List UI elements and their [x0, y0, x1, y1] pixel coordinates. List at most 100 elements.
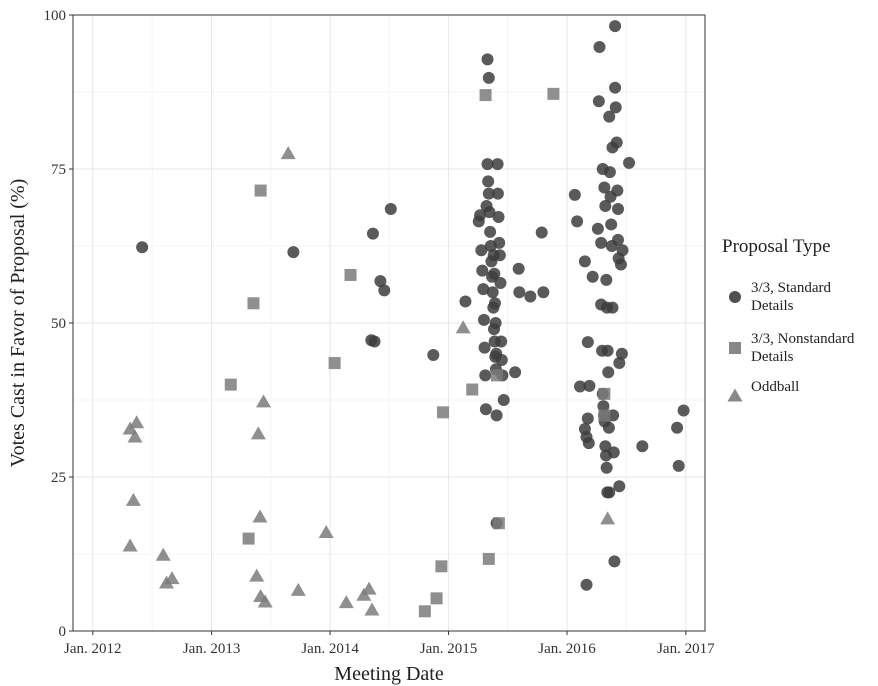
standard-point: [374, 275, 387, 288]
standard-point: [601, 344, 614, 357]
oddball-point: [361, 581, 377, 595]
standard-point: [513, 286, 526, 299]
x-tick-label: Jan. 2017: [657, 641, 715, 657]
nonstandard-point: [479, 89, 492, 102]
standard-point: [610, 136, 623, 149]
standard-point: [481, 53, 494, 66]
oddball-point: [129, 415, 145, 429]
oddball-point: [455, 320, 471, 334]
standard-point: [603, 110, 616, 123]
standard-point: [578, 422, 591, 435]
standard-point: [482, 187, 495, 200]
standard-point: [368, 335, 381, 348]
oddball-point: [155, 547, 171, 561]
legend: Proposal Type 3/3, Standard Details 3/3, N…: [722, 236, 855, 402]
nonstandard-point: [490, 369, 503, 382]
standard-point: [568, 188, 581, 201]
standard-point: [595, 236, 608, 249]
standard-point: [616, 244, 629, 257]
standard-point: [603, 166, 616, 179]
standard-point: [602, 421, 615, 434]
y-axis: 0 25 50 75 100: [44, 8, 73, 640]
standard-point: [490, 409, 503, 422]
data-points: [122, 20, 690, 618]
standard-point: [592, 95, 605, 108]
nonstandard-point: [254, 184, 267, 197]
standard-point: [486, 286, 499, 299]
standard-point: [512, 262, 525, 275]
standard-point: [495, 335, 508, 348]
standard-point: [600, 273, 613, 286]
standard-point: [483, 206, 496, 219]
standard-point: [478, 341, 491, 354]
standard-point: [481, 158, 494, 171]
oddball-point: [127, 429, 143, 443]
nonstandard-point: [344, 268, 357, 281]
standard-point: [623, 156, 636, 169]
y-tick-label: 75: [51, 162, 66, 178]
x-tick-label: Jan. 2016: [538, 641, 596, 657]
standard-point: [614, 258, 627, 271]
standard-point: [636, 440, 649, 453]
standard-point: [583, 379, 596, 392]
oddball-point: [256, 394, 272, 408]
nonstandard-point: [328, 357, 341, 370]
standard-point: [477, 313, 490, 326]
standard-point: [571, 215, 584, 228]
standard-point: [609, 101, 622, 114]
standard-point: [612, 203, 625, 216]
standard-point: [677, 404, 690, 417]
standard-point: [613, 357, 626, 370]
legend-key-standard: [729, 291, 741, 303]
standard-point: [479, 369, 492, 382]
oddball-point: [257, 594, 273, 608]
standard-point: [494, 276, 507, 289]
standard-point: [580, 578, 593, 591]
nonstandard-point: [598, 409, 611, 422]
standard-point: [608, 555, 621, 568]
standard-point: [488, 267, 501, 280]
standard-point: [598, 181, 611, 194]
standard-point: [672, 459, 685, 472]
standard-point: [613, 480, 626, 493]
standard-point: [474, 209, 487, 222]
standard-point: [593, 41, 606, 54]
legend-label-standard: Details: [751, 298, 794, 314]
nonstandard-point: [598, 387, 611, 400]
x-tick-label: Jan. 2014: [301, 641, 359, 657]
standard-point: [606, 301, 619, 314]
standard-point: [537, 286, 550, 299]
nonstandard-point: [435, 560, 448, 573]
standard-point: [477, 283, 490, 296]
legend-label-standard: 3/3, Standard: [751, 280, 831, 296]
x-axis: Jan. 2012 Jan. 2013 Jan. 2014 Jan. 2015 Jan.…: [64, 631, 715, 657]
oddball-point: [250, 426, 266, 440]
standard-point: [615, 347, 628, 360]
nonstandard-point: [430, 592, 443, 605]
standard-point: [607, 446, 620, 459]
standard-point: [582, 437, 595, 450]
nonstandard-point: [437, 406, 450, 419]
standard-point: [475, 244, 488, 257]
nonstandard-point: [242, 532, 255, 545]
standard-point: [492, 211, 505, 224]
standard-point: [600, 461, 613, 474]
legend-label-nonstandard: 3/3, Nonstandard: [751, 331, 855, 347]
standard-point: [476, 264, 489, 277]
legend-key-nonstandard: [729, 342, 741, 354]
legend-label-nonstandard: Details: [751, 349, 794, 365]
oddball-point: [122, 538, 138, 552]
oddball-point: [125, 492, 141, 506]
standard-point: [524, 290, 537, 303]
standard-point: [605, 218, 618, 231]
oddball-point: [252, 509, 268, 523]
standard-point: [671, 421, 684, 434]
standard-point: [384, 203, 397, 216]
standard-point: [459, 295, 472, 308]
standard-point: [497, 394, 510, 406]
standard-point: [136, 241, 149, 254]
standard-point: [603, 486, 616, 499]
x-tick-label: Jan. 2015: [420, 641, 478, 657]
standard-point: [612, 233, 625, 246]
